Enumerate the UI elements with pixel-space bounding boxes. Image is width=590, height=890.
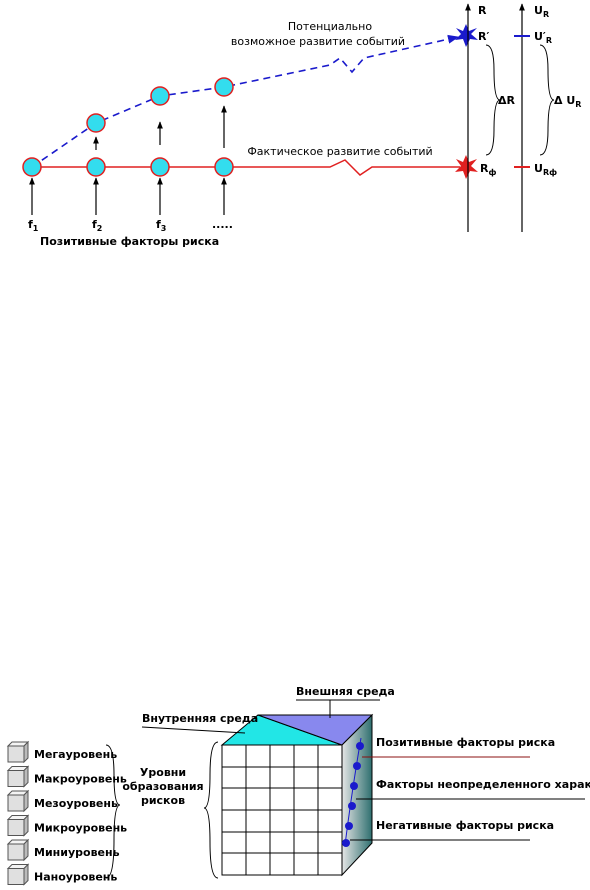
u-delta: Δ UR [554,94,581,109]
potential-star [455,24,478,47]
factor: ..... [212,218,233,231]
r-potential: R′ [478,30,489,43]
u-brace [539,44,555,156]
level-cube [23,814,29,837]
level-cube [7,868,25,885]
bottom-diagram: Мегауровень Макроуровень Мезоуровень Микроу… [6,685,590,886]
r-brace [485,44,501,156]
top-diagram: Потенциально возможное развитие событий … [22,3,581,248]
level-cube [23,740,29,764]
levels-brace [105,744,121,879]
cube-brace [203,741,219,879]
u-potential: U′R [534,30,552,45]
level-label: Мегауровень [34,748,117,761]
r-label: R [478,4,487,17]
inner-env: Внутренняя среда [142,712,258,725]
cube-grid [221,744,343,876]
level-label: Мезоуровень [34,797,118,810]
level-cube [7,770,25,787]
r-actual: Rф [480,162,496,177]
factor-dots [342,742,364,847]
levels-caption: рисков [141,794,185,807]
level-cube [7,745,25,763]
factor-line-label: Позитивные факторы риска [376,736,555,749]
arrows [29,105,227,215]
level-label: Наноуровень [34,871,117,884]
nodes [22,77,234,177]
levels: Мегауровень Макроуровень Мезоуровень Микроу… [6,740,127,886]
actual-star [455,155,478,179]
factor: f2 [92,218,102,233]
leader [141,726,246,734]
potential-title: возможное развитие событий [231,35,405,48]
level-cube [7,819,25,836]
level-cube [23,765,29,788]
level-label: Миниуровень [34,846,120,859]
factor: f3 [156,218,166,233]
level-cube [23,789,29,813]
actual-line [32,159,460,176]
level-label: Макроуровень [34,773,127,786]
potential-title: Потенциально [288,20,372,33]
actual-title: Фактическое развитие событий [247,145,432,158]
factor-line-label: Факторы неопределенного характера [376,778,590,791]
level-cube [7,794,25,812]
levels-caption: образования [122,780,203,793]
factor-line-label: Негативные факторы риска [376,819,554,832]
level-cube [23,838,29,862]
u-label: UR [534,4,549,19]
level-cube [7,843,25,861]
u-actual: URф [534,162,557,177]
potential-line [31,34,460,168]
level-label: Микроуровень [34,822,127,835]
factor: f1 [28,218,39,233]
outer-env: Внешняя среда [296,685,395,698]
level-cube [23,863,29,886]
r-delta: ΔR [498,94,516,107]
levels-caption: Уровни [140,766,186,779]
factors-caption: Позитивные факторы риска [40,235,219,248]
